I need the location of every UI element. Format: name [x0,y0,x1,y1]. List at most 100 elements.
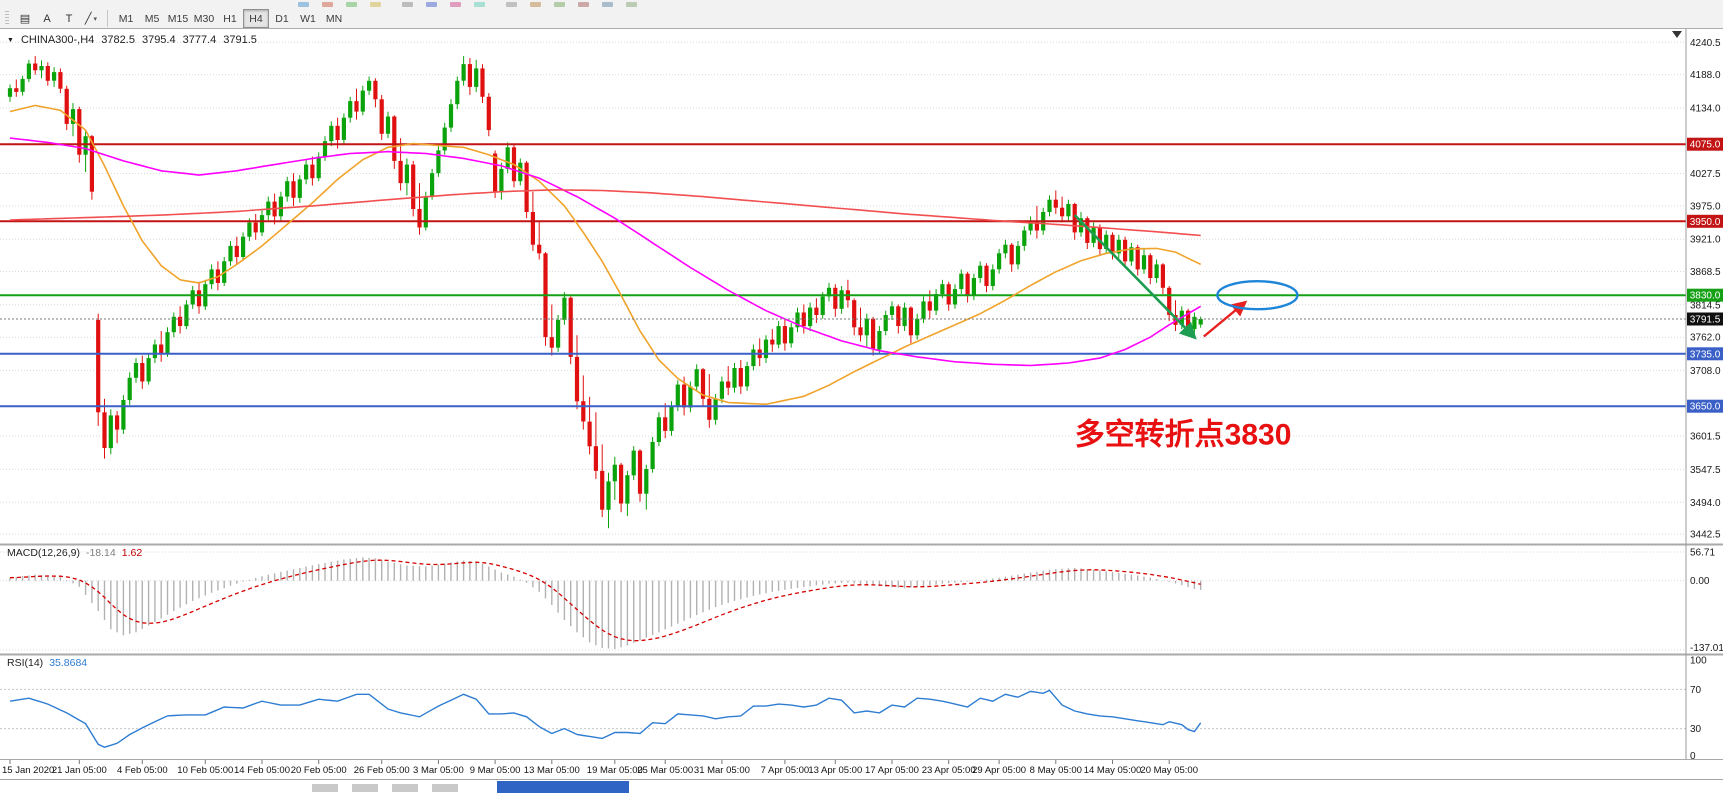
clipped-icon [506,2,517,7]
chart-symbol-title: CHINA300-,H4 [20,34,95,46]
svg-text:13 Apr 05:00: 13 Apr 05:00 [808,765,862,776]
svg-text:100: 100 [1690,656,1707,667]
chart-grid-icon[interactable]: ▤ [14,9,36,28]
svg-text:4027.5: 4027.5 [1690,169,1721,180]
clipped-icon [346,2,357,7]
price-badge-3735.0: 3735.0 [1687,347,1723,361]
chart-header: ▼ CHINA300-,H4 3782.5 3795.4 3777.4 3791… [7,34,257,46]
rsi-value: 35.8684 [49,657,88,669]
svg-text:3950.0: 3950.0 [1690,217,1721,228]
svg-text:13 Mar 05:00: 13 Mar 05:00 [524,765,580,776]
svg-text:3442.5: 3442.5 [1690,530,1721,541]
svg-text:9 Mar 05:00: 9 Mar 05:00 [470,765,521,776]
clipped-icon [298,2,309,7]
svg-text:4075.0: 4075.0 [1690,140,1721,151]
taskbar-item[interactable] [352,784,378,792]
svg-text:3868.5: 3868.5 [1690,267,1721,278]
clipped-icon [530,2,541,7]
svg-text:26 Feb 05:00: 26 Feb 05:00 [354,765,410,776]
timeframe-button-group: M1 M5 M15 M30 H1 H4 D1 W1 MN [113,9,347,28]
svg-text:17 Apr 05:00: 17 Apr 05:00 [865,765,919,776]
svg-text:3762.0: 3762.0 [1690,333,1721,344]
svg-text:3494.0: 3494.0 [1690,498,1721,509]
svg-text:31 Mar 05:00: 31 Mar 05:00 [694,765,750,776]
macd-label: MACD(12,26,9) -18.14 1.62 [7,547,142,559]
svg-text:70: 70 [1690,685,1702,696]
svg-text:3 Mar 05:00: 3 Mar 05:00 [413,765,464,776]
text-label-t-icon[interactable]: T [58,9,80,28]
svg-text:3975.0: 3975.0 [1690,201,1721,212]
svg-text:10 Feb 05:00: 10 Feb 05:00 [177,765,233,776]
clipped-icon [402,2,413,7]
svg-text:7 Apr 05:00: 7 Apr 05:00 [761,765,810,776]
clipped-icon [450,2,461,7]
macd-main-value: -18.14 [85,547,116,559]
timeframe-button-m15[interactable]: M15 [165,9,191,28]
svg-text:25 Mar 05:00: 25 Mar 05:00 [637,765,693,776]
svg-text:3650.0: 3650.0 [1690,402,1721,413]
svg-text:21 Jan 05:00: 21 Jan 05:00 [52,765,107,776]
clipped-icon [322,2,333,7]
timeframe-button-m5[interactable]: M5 [139,9,165,28]
svg-text:3601.5: 3601.5 [1690,432,1721,443]
timeframe-button-m1[interactable]: M1 [113,9,139,28]
svg-text:56.71: 56.71 [1690,548,1715,559]
chart-shift-marker[interactable] [1672,31,1682,38]
clipped-icon [602,2,613,7]
timeframe-button-m30[interactable]: M30 [191,9,217,28]
candles[interactable] [7,56,1203,529]
svg-text:3830.0: 3830.0 [1690,291,1721,302]
draw-line-tool-icon[interactable]: ╱ ▾ [80,9,102,28]
dropdown-caret-icon: ▾ [93,15,98,23]
price-axis-labels[interactable]: 4240.5 4188.0 4134.0 4027.5 3975.0 3921.0 3868… [1690,38,1721,541]
taskbar-strip [0,779,1723,793]
clipped-icon [426,2,437,7]
svg-text:3547.5: 3547.5 [1690,465,1721,476]
trend-down-arrow[interactable] [1073,214,1197,340]
svg-text:3735.0: 3735.0 [1690,349,1721,360]
ohlc-open: 3782.5 [101,34,135,46]
clipped-icon [578,2,589,7]
highlight-ellipse[interactable] [1216,280,1299,311]
ohlc-low: 3777.4 [182,34,217,46]
price-badge-3830.0: 3830.0 [1687,288,1723,302]
price-badge-4075.0: 4075.0 [1687,137,1723,151]
price-badge-3650.0: 3650.0 [1687,399,1723,413]
text-label-a-icon[interactable]: A [36,9,58,28]
svg-text:29 Apr 05:00: 29 Apr 05:00 [972,765,1026,776]
macd-histogram [9,557,1202,649]
taskbar-item[interactable] [432,784,458,792]
price-grid [0,41,1686,535]
chart-menu-icon[interactable]: ▼ [7,36,14,44]
main-toolbar: ▤ A T ╱ ▾ M1 M5 M15 M30 H1 H4 D1 W1 MN [0,0,1723,29]
rsi-name: RSI(14) [7,657,44,669]
svg-text:3708.0: 3708.0 [1690,366,1721,377]
toolbar-grip[interactable] [5,11,9,26]
svg-text:20 May 05:00: 20 May 05:00 [1140,765,1198,776]
timeframe-button-w1[interactable]: W1 [295,9,321,28]
timeframe-button-d1[interactable]: D1 [269,9,295,28]
svg-text:4134.0: 4134.0 [1690,103,1721,114]
clipped-icon [474,2,485,7]
taskbar-item[interactable] [392,784,418,792]
timeframe-button-h1[interactable]: H1 [217,9,243,28]
price-badge-3950.0: 3950.0 [1687,214,1723,228]
timeframe-button-h4[interactable]: H4 [243,9,269,28]
svg-text:14 Feb 05:00: 14 Feb 05:00 [234,765,290,776]
clipped-icon [626,2,637,7]
timeframe-button-mn[interactable]: MN [321,9,347,28]
clipped-icon [370,2,381,7]
svg-text:20 Feb 05:00: 20 Feb 05:00 [291,765,347,776]
svg-text:4188.0: 4188.0 [1690,70,1721,81]
draw-line-glyph: ╱ [84,13,92,25]
toolbar-separator [107,10,108,27]
ohlc-close: 3791.5 [223,34,257,46]
taskbar-item-active[interactable] [497,781,629,793]
taskbar-item[interactable] [312,784,338,792]
svg-text:-137.01: -137.01 [1690,643,1723,654]
annotation-text[interactable]: 多空转折点3830 [1075,418,1292,451]
ma-magenta-line [9,137,1202,367]
